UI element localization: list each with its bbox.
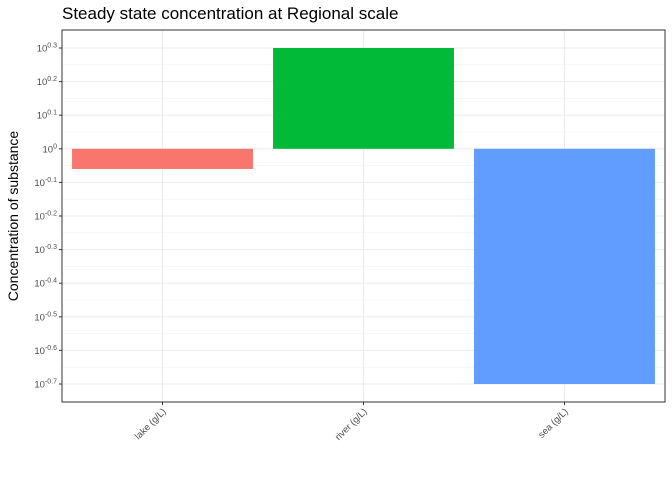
- y-tick-label: 10-0.7: [34, 379, 57, 391]
- bar-1: [72, 148, 253, 169]
- y-tick-label: 100: [43, 143, 58, 155]
- bars: [72, 48, 655, 384]
- y-tick-label: 10-0.2: [34, 211, 57, 223]
- bar-3: [474, 148, 655, 384]
- bar-2: [273, 48, 454, 149]
- y-axis-label: Concentration of substance: [5, 131, 21, 302]
- chart-title: Steady state concentration at Regional s…: [62, 4, 399, 23]
- y-tick-label: 10-0.1: [34, 177, 57, 189]
- y-tick-label: 10-0.3: [34, 244, 57, 256]
- y-tick-label: 100.2: [37, 76, 57, 88]
- x-tick-label: sea (g/L): [536, 406, 570, 440]
- y-tick-label: 10-0.5: [34, 311, 57, 323]
- y-tick-label: 100.3: [37, 43, 57, 55]
- x-tick-label: lake (g/L): [133, 406, 169, 442]
- x-axis: lake (g/L) river (g/L) sea (g/L): [133, 402, 571, 443]
- y-tick-label: 10-0.4: [34, 278, 57, 290]
- x-tick-label: river (g/L): [333, 406, 370, 443]
- y-axis: 100.3 100.2 100.1 100 10-0.1 10-0.2 10-0.3 10-0…: [34, 43, 62, 391]
- y-tick-label: 100.1: [37, 110, 57, 122]
- y-tick-label: 10-0.6: [34, 345, 57, 357]
